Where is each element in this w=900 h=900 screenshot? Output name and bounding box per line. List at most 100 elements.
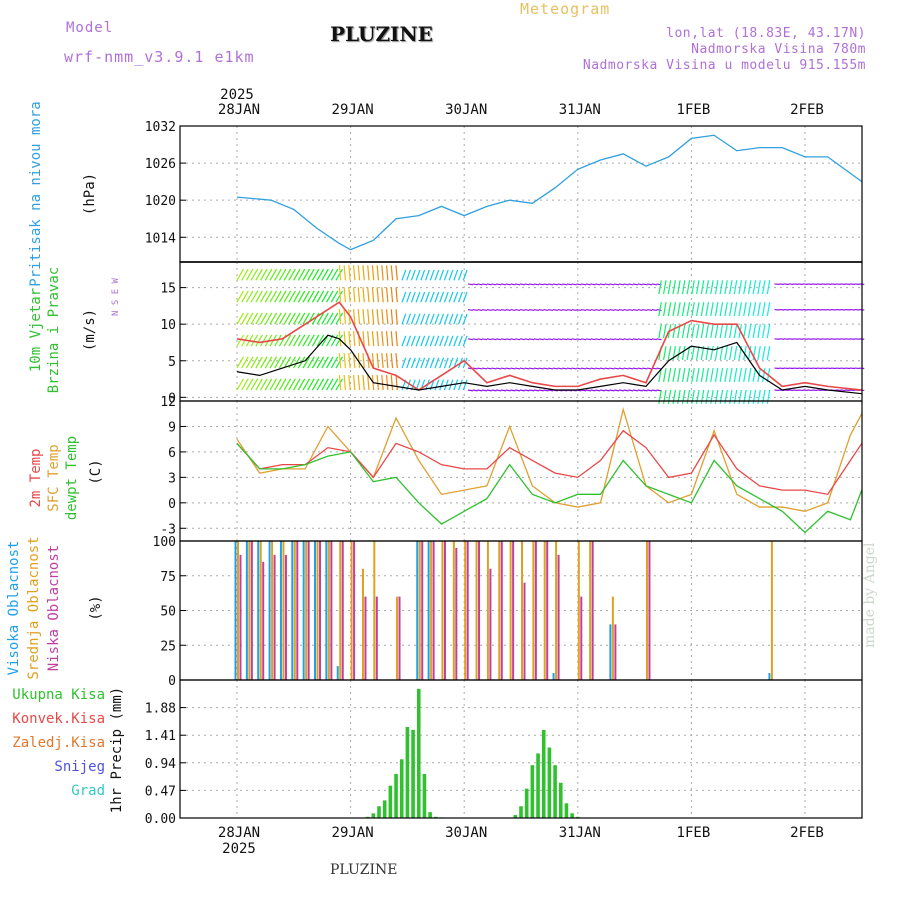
cloud-bar	[648, 541, 651, 680]
wind-arrow	[434, 357, 440, 369]
precip-bar	[547, 747, 552, 818]
wind-arrow	[458, 313, 463, 325]
wind-arrow	[458, 335, 463, 347]
wind-arrow	[529, 308, 535, 312]
wind-arrow	[264, 268, 273, 281]
wind-arrow	[390, 353, 394, 369]
y-tick-label: 1.41	[145, 729, 176, 744]
wind-arrow	[724, 346, 728, 361]
wind-arrow	[302, 334, 311, 347]
wind-arrow	[381, 375, 384, 391]
cloud-bar	[534, 541, 537, 680]
wind-arrow	[686, 302, 691, 317]
wind-arrow	[245, 378, 254, 391]
wind-arrow	[410, 313, 416, 325]
wind-arrow	[429, 313, 435, 325]
wind-arrow	[604, 367, 610, 370]
wind-arrow	[453, 269, 459, 281]
precip-bar	[564, 803, 569, 818]
wind-arrow	[686, 367, 691, 382]
wind-arrow	[274, 312, 282, 325]
cloud-bar	[546, 541, 549, 680]
wind-arrow	[623, 308, 629, 312]
wind-arrow	[458, 291, 463, 303]
wind-arrow	[576, 308, 582, 312]
wind-arrow	[255, 378, 263, 391]
y-tick-label: 1026	[145, 157, 176, 172]
wind-arrow	[477, 338, 483, 341]
wind-arrow	[371, 309, 375, 325]
wind-arrow	[453, 291, 459, 303]
cloud-bar	[466, 541, 469, 680]
wind-arrow	[618, 367, 624, 370]
precip-legend-entry: Konvek.Kisa	[12, 711, 105, 727]
wind-arrow	[672, 367, 677, 382]
wind-arrow	[352, 287, 356, 303]
footer-station: PLUZINE	[330, 862, 398, 878]
wind-arrow	[338, 309, 342, 325]
wind-arrow	[618, 283, 624, 286]
wind-arrow	[705, 324, 710, 339]
wind-arrow	[714, 324, 719, 339]
wind-arrow	[390, 309, 394, 325]
cloud-bar	[353, 541, 356, 680]
wind-arrow	[302, 356, 311, 369]
wind-arrow	[245, 268, 254, 281]
wind-arrow	[410, 291, 416, 303]
wind-arrow	[311, 378, 320, 391]
wind-arrow	[264, 378, 273, 391]
y-tick-label: 50	[160, 605, 176, 620]
wind-arrow	[728, 302, 733, 317]
y-tick-label: 12	[160, 395, 176, 410]
wind-arrow	[352, 353, 356, 369]
wind-arrow	[738, 367, 743, 382]
wind-arrow	[288, 378, 296, 391]
wind-arrow	[367, 375, 370, 391]
wind-arrow	[637, 308, 643, 312]
wind-arrow	[515, 389, 521, 392]
wind-arrow	[477, 308, 483, 312]
wind-arrow	[241, 356, 249, 369]
top-day-label: 30JAN	[445, 102, 487, 118]
wind-arrow	[278, 378, 287, 391]
wind-arrow	[376, 331, 380, 347]
wind-arrow	[390, 287, 394, 303]
wind-arrow	[562, 283, 568, 286]
wind-arrow	[278, 356, 287, 369]
2m-temp-line	[236, 429, 863, 496]
wind-arrow	[385, 309, 389, 325]
wind-arrow	[415, 357, 421, 369]
wind-arrow	[599, 389, 606, 392]
wind-arrow	[496, 308, 502, 312]
wind-arrow	[757, 302, 761, 317]
wind-arrow	[348, 331, 351, 347]
wind-arrow	[548, 283, 554, 286]
wind-axis-title-2: Brzina i Pravac	[46, 267, 62, 393]
wind-arrow	[241, 312, 249, 325]
wind-arrow	[614, 283, 620, 286]
wind-arrow	[642, 308, 648, 312]
wind-arrow	[628, 308, 634, 312]
wind-arrow	[250, 378, 259, 391]
wind-arrow	[695, 302, 700, 317]
wind-arrow	[658, 302, 662, 317]
cloud-bar	[498, 541, 501, 680]
wind-arrow	[448, 335, 454, 347]
pressure-axis-title: Pritisak na nivou mora	[28, 101, 44, 286]
wind-arrow	[733, 346, 738, 361]
wind-arrow	[595, 389, 601, 392]
cloud-bar	[302, 541, 305, 680]
wind-arrow	[609, 389, 615, 392]
wind-arrow	[695, 346, 700, 361]
wind-arrow	[491, 308, 497, 312]
wind-arrow	[260, 312, 268, 325]
wind-arrow	[482, 389, 488, 392]
dewpt-temp-line	[236, 442, 863, 534]
wind-arrow	[302, 312, 311, 325]
wind-arrow	[330, 334, 339, 347]
wind-arrow	[618, 308, 624, 312]
y-tick-label: 1014	[145, 231, 176, 246]
wind-arrow	[642, 389, 648, 392]
wind-arrow	[362, 265, 365, 281]
wind-arrow	[260, 290, 268, 303]
